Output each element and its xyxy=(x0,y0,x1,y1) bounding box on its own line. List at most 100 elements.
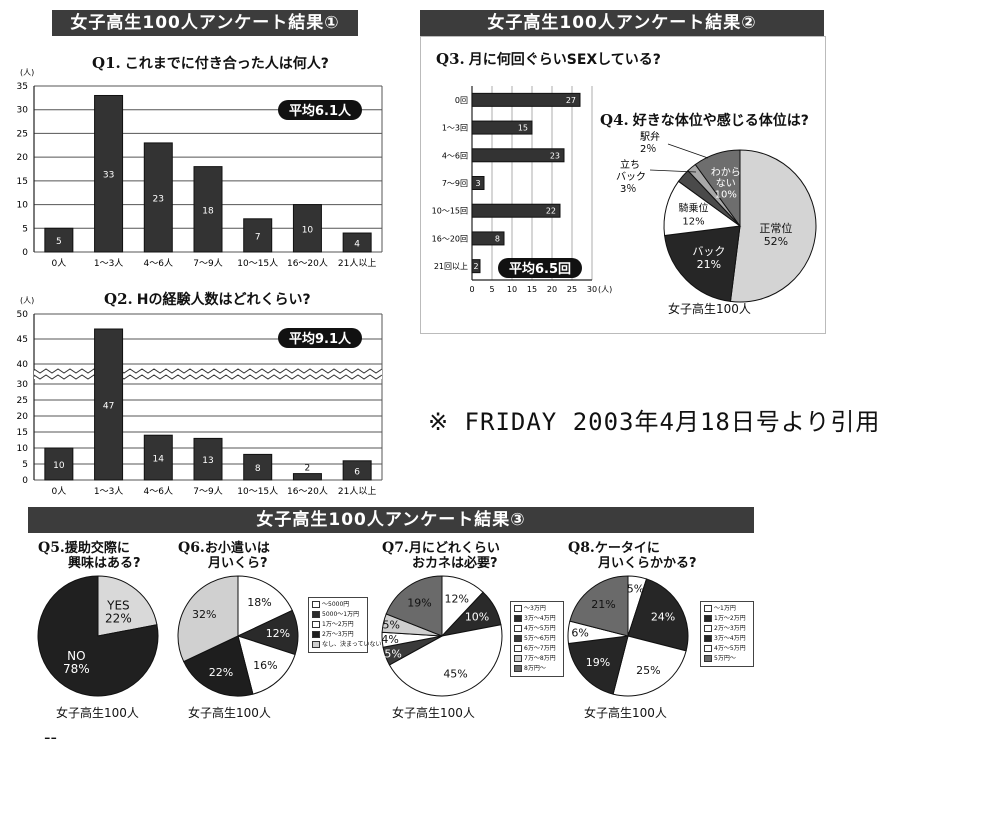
pie-percent: 6% xyxy=(571,627,588,640)
bar-value-label: 15 xyxy=(518,124,528,133)
legend-swatch xyxy=(312,621,320,628)
pie-percent: 10% xyxy=(715,190,737,201)
legend-label: 6万～7万円 xyxy=(524,645,556,652)
legend-label: ～3万円 xyxy=(524,605,546,612)
pie-percent: 22% xyxy=(209,666,233,679)
legend-item: 5万～6万円 xyxy=(514,634,560,644)
bar-value-label: 8 xyxy=(495,234,500,243)
bar-value-label: 2 xyxy=(305,464,311,474)
average-label: 平均6.1人 xyxy=(289,103,352,119)
average-label: 平均9.1人 xyxy=(289,331,352,347)
legend-swatch xyxy=(704,625,712,632)
x-tick-label: 16～20人 xyxy=(287,486,328,497)
pie-label: 駅弁 xyxy=(640,130,660,143)
bar xyxy=(471,92,581,107)
legend-swatch xyxy=(704,635,712,642)
bar xyxy=(243,218,273,253)
bar xyxy=(44,447,74,481)
bar-value-label: 18 xyxy=(202,206,214,216)
bar-value-label: 22 xyxy=(546,207,556,216)
legend-item: ～5000円 xyxy=(312,600,364,610)
bar-value-label: 27 xyxy=(566,96,576,105)
y-tick-label: 15 xyxy=(17,177,28,187)
bar xyxy=(193,437,223,481)
bar-value-label: 2 xyxy=(473,262,478,271)
survey-banner-2: 女子高生100人アンケート結果② xyxy=(420,10,824,36)
q6-number: Q6. xyxy=(178,540,205,556)
y-tick-label: 0 xyxy=(22,248,28,258)
legend-label: なし、決まっていない xyxy=(322,641,382,648)
q7-population: 女子高生100人 xyxy=(392,706,475,720)
q4-population: 女子高生100人 xyxy=(668,302,751,316)
q8-legend: ～1万円 1万～2万円 2万～3万円 3万～4万円 4万～5万円 5万円～ xyxy=(700,601,754,667)
x-tick-label: 1～3人 xyxy=(94,258,123,269)
pie-slice xyxy=(729,149,817,303)
y-tick-label: 5 xyxy=(22,224,28,234)
y-tick-label: 10 xyxy=(17,444,29,454)
legend-item: 7万～8万円 xyxy=(514,654,560,664)
x-tick-label: 21人以上 xyxy=(338,258,376,269)
pie-slice xyxy=(237,635,296,695)
y-unit-label: (人) xyxy=(20,68,34,77)
q3-horizontal-bar-chart: 0 5 10 15 20 25 30 (人) 27 0回 15 1～3回 23 4～6回 3 7～9回 22 10… xyxy=(432,86,612,294)
legend-item: 2万～3万円 xyxy=(704,624,750,634)
leader-line xyxy=(649,169,697,173)
q4-number: Q4. xyxy=(600,111,629,129)
footer-dash: -- xyxy=(44,727,57,748)
bar xyxy=(471,120,533,135)
legend-swatch xyxy=(514,635,522,642)
pie-slice xyxy=(694,149,741,228)
legend-swatch xyxy=(312,601,320,608)
survey-banner-1: 女子高生100人アンケート結果① xyxy=(52,10,358,36)
q2-number: Q2. xyxy=(104,290,133,308)
bar-value-label: 7 xyxy=(255,232,261,242)
q6-pie-chart: 18% 12% 16% 22% 32% xyxy=(177,575,299,697)
x-tick-label: 15 xyxy=(527,285,537,294)
q3-number: Q3. xyxy=(436,50,465,68)
x-tick-label: 7～9人 xyxy=(193,486,222,497)
pie-label: NO xyxy=(67,649,85,663)
legend-item: 4万～5万円 xyxy=(704,644,750,654)
y-tick-label: 25 xyxy=(17,396,28,406)
legend-item: 3万～4万円 xyxy=(514,614,560,624)
pie-percent: 52% xyxy=(764,235,788,248)
q1-bar-chart: (人) 0 5 10 15 20 25 30 35 5 0人 33 1～3人 23 4～6人 18 7～9人 7 1… xyxy=(17,68,383,269)
legend-item: 5万円～ xyxy=(704,654,750,664)
pie-slice xyxy=(567,635,629,695)
average-badge-bg xyxy=(278,328,362,348)
q5-title: Q5.援助交際に 興味はある? xyxy=(38,541,141,572)
y-tick-label: 5 xyxy=(22,460,28,470)
pie-percent: 10% xyxy=(465,610,489,623)
survey-banner-3: 女子高生100人アンケート結果③ xyxy=(28,507,754,533)
q6-question-line2: 月いくら? xyxy=(208,556,268,571)
pie-percent: 12% xyxy=(444,592,468,605)
pie-percent: 45% xyxy=(443,667,467,680)
axis-break-band xyxy=(34,369,382,379)
bar xyxy=(143,142,173,253)
y-tick-label: 0回 xyxy=(455,96,468,105)
bar-value-label: 47 xyxy=(103,402,114,412)
average-label: 平均6.5回 xyxy=(509,261,571,277)
pie-percent: 24% xyxy=(651,610,675,623)
pie-percent: 18% xyxy=(247,596,271,609)
average-badge-bg xyxy=(498,258,582,278)
legend-swatch xyxy=(514,625,522,632)
q8-number: Q8. xyxy=(568,540,595,556)
x-tick-label: 30 xyxy=(587,285,597,294)
legend-item: ～1万円 xyxy=(704,604,750,614)
q2-question: Hの経験人数はどれくらい? xyxy=(136,292,311,308)
q2-bar-chart: (人) 0 5 10 15 20 25 30 40 45 50 10 0人 47 1～3人 14 4～6人 13 7… xyxy=(17,296,383,497)
bar-value-label: 8 xyxy=(255,464,261,474)
q8-pie-chart: 5% 24% 25% 19% 6% 21% xyxy=(567,575,689,697)
axis-break-mark xyxy=(33,374,383,380)
bar-value-label: 4 xyxy=(354,240,360,250)
q7-question-line2: おカネは必要? xyxy=(412,556,498,571)
q3-question: 月に何回ぐらいSEXしている? xyxy=(468,52,661,68)
pie-percent: 2％ xyxy=(640,144,656,155)
legend-item: 2万～3万円 xyxy=(312,630,364,640)
legend-item: ～3万円 xyxy=(514,604,560,614)
bar-value-label: 10 xyxy=(302,225,314,235)
pie-label: YES xyxy=(106,598,130,612)
x-tick-label: 25 xyxy=(567,285,577,294)
